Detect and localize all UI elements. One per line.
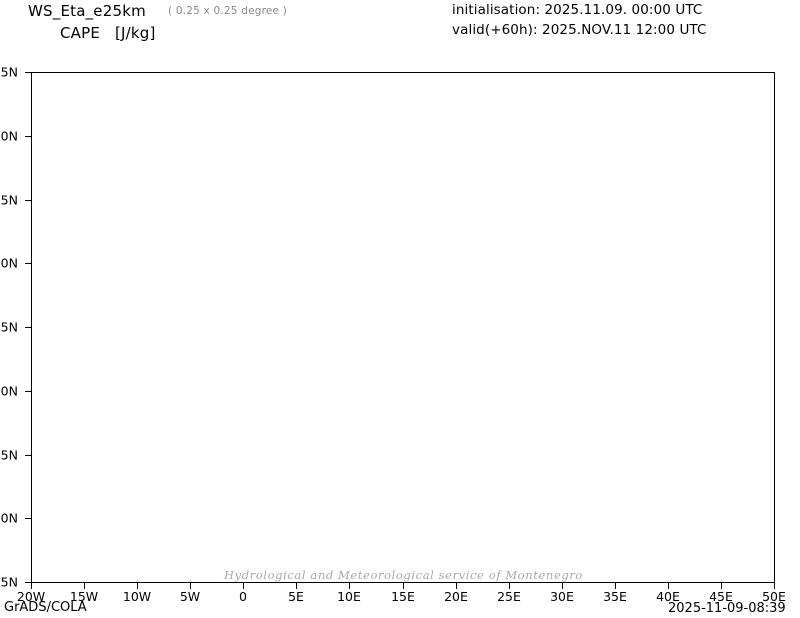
y-axis-label: 65N — [0, 64, 18, 80]
variable-title: CAPE [J/kg] — [60, 24, 156, 42]
y-axis-label: 35N — [0, 447, 18, 463]
initialisation-time: initialisation: 2025.11.09. 00:00 UTC — [452, 2, 703, 18]
x-axis-tick — [615, 583, 616, 589]
y-axis-tick — [25, 263, 31, 264]
y-axis-tick — [25, 327, 31, 328]
y-axis-tick — [25, 200, 31, 201]
y-axis-label: 50N — [0, 255, 18, 271]
y-axis-label: 30N — [0, 510, 18, 526]
map-plot-area — [31, 72, 775, 583]
x-axis-tick — [774, 583, 775, 589]
x-axis-label: 20E — [444, 589, 468, 604]
valid-time: valid(+60h): 2025.NOV.11 12:00 UTC — [452, 22, 707, 38]
x-axis-tick — [721, 583, 722, 589]
x-axis-tick — [84, 583, 85, 589]
plot-border — [31, 72, 775, 583]
y-axis-label: 55N — [0, 192, 18, 208]
watermark: Hydrological and Meteorological service … — [224, 568, 583, 582]
y-axis-label: 45N — [0, 319, 18, 335]
x-axis-tick — [296, 583, 297, 589]
generation-timestamp: 2025-11-09-08:39 — [668, 601, 786, 616]
x-axis-label: 15W — [69, 589, 99, 604]
y-axis-tick — [25, 391, 31, 392]
y-axis-tick — [25, 455, 31, 456]
y-axis-label: 25N — [0, 574, 18, 590]
x-axis-label: 40E — [656, 589, 680, 604]
x-axis-tick — [190, 583, 191, 589]
x-axis-label: 5E — [288, 589, 304, 604]
x-axis-tick — [562, 583, 563, 589]
x-axis-tick — [509, 583, 510, 589]
x-axis-label: 50E — [762, 589, 786, 604]
x-axis-label: 10W — [122, 589, 152, 604]
x-axis-label: 10E — [337, 589, 361, 604]
x-axis-label: 20W — [16, 589, 46, 604]
y-axis-label: 40N — [0, 383, 18, 399]
y-axis-label: 60N — [0, 128, 18, 144]
y-axis-tick — [25, 72, 31, 73]
grads-credit: GrADS/COLA — [4, 600, 87, 615]
model-resolution: ( 0.25 x 0.25 degree ) — [168, 5, 288, 17]
x-axis-tick — [668, 583, 669, 589]
x-axis-label: 30E — [550, 589, 574, 604]
y-axis-tick — [25, 518, 31, 519]
x-axis-tick — [349, 583, 350, 589]
x-axis-tick — [31, 583, 32, 589]
x-axis-label: 35E — [603, 589, 627, 604]
x-axis-label: 25E — [497, 589, 521, 604]
y-axis-tick — [25, 136, 31, 137]
x-axis-label: 15E — [391, 589, 415, 604]
x-axis-tick — [403, 583, 404, 589]
x-axis-label: 45E — [709, 589, 733, 604]
x-axis-tick — [137, 583, 138, 589]
x-axis-label: 5W — [179, 589, 201, 604]
model-title: WS_Eta_e25km — [28, 2, 146, 20]
y-axis-tick — [25, 582, 31, 583]
x-axis-tick — [456, 583, 457, 589]
x-axis-tick — [243, 583, 244, 589]
chart-header: WS_Eta_e25km ( 0.25 x 0.25 degree ) CAPE… — [0, 0, 800, 60]
x-axis-label: 0 — [239, 589, 247, 604]
